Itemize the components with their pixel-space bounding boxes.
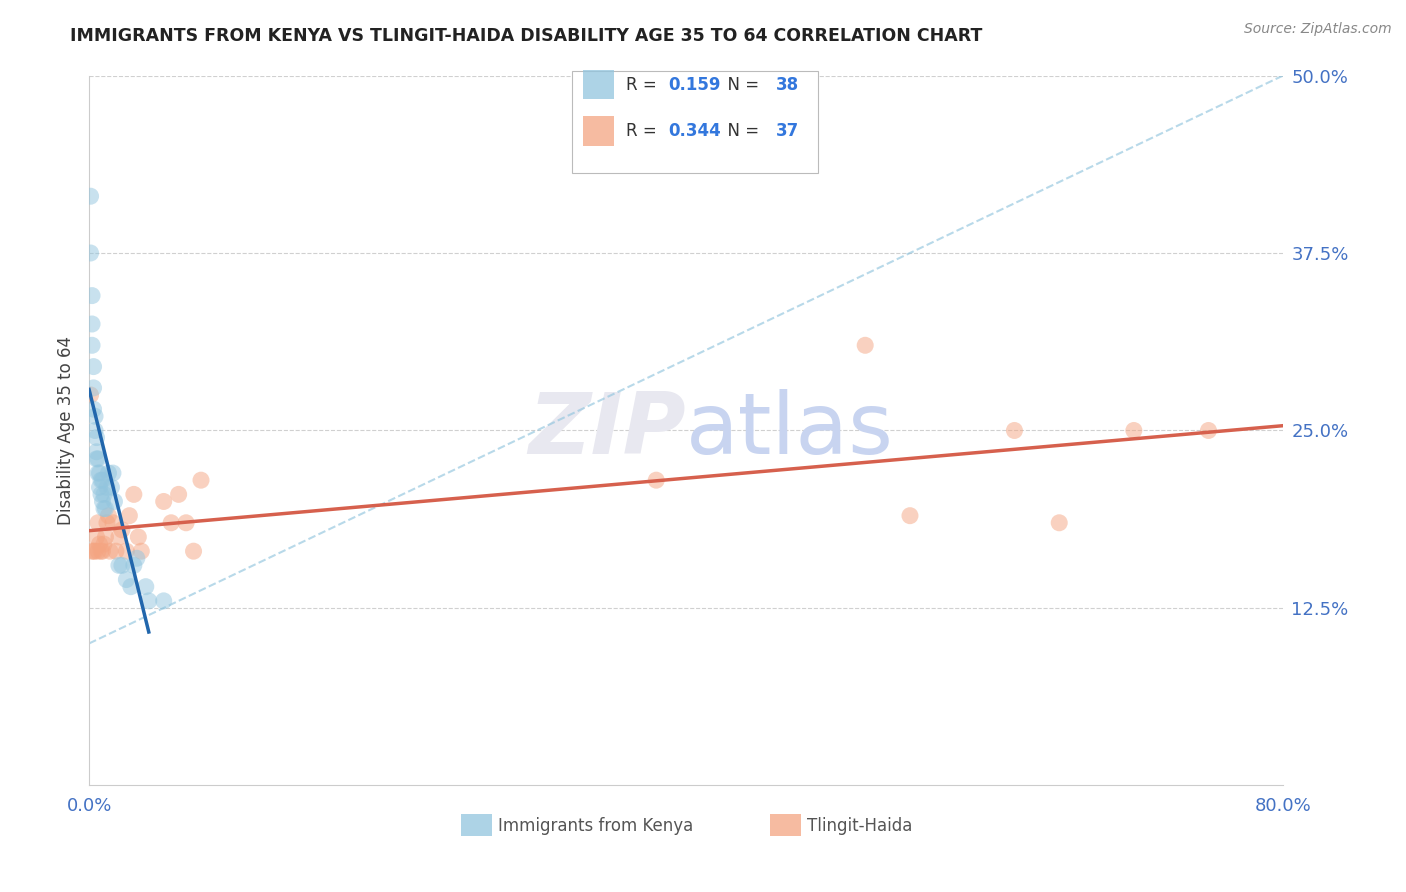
Point [152, 594, 174, 608]
Point [104, 544, 127, 558]
Point [80, 544, 103, 558]
Point [91, 494, 114, 508]
Point [91, 473, 114, 487]
Point [1198, 424, 1220, 438]
Point [898, 508, 921, 523]
Point [96, 480, 118, 494]
Point [87, 516, 110, 530]
Text: 38: 38 [776, 76, 799, 94]
Point [84, 409, 107, 424]
Point [152, 494, 174, 508]
Point [83, 359, 105, 374]
Point [84, 424, 107, 438]
Point [98, 544, 121, 558]
Text: Tlingit-Haida: Tlingit-Haida [807, 816, 912, 835]
Point [80, 317, 103, 331]
Point [86, 431, 108, 445]
Point [183, 544, 205, 558]
Point [90, 487, 112, 501]
Point [79, 189, 101, 203]
Point [131, 544, 153, 558]
Text: N =: N = [717, 76, 765, 94]
Point [125, 551, 148, 566]
Point [101, 466, 124, 480]
Point [1047, 516, 1070, 530]
Point [94, 501, 117, 516]
Point [167, 487, 190, 501]
Point [97, 466, 120, 480]
Point [96, 516, 118, 530]
Text: Source: ZipAtlas.com: Source: ZipAtlas.com [1244, 22, 1392, 37]
Point [89, 466, 111, 480]
Point [103, 494, 125, 508]
Point [174, 516, 197, 530]
Point [190, 473, 212, 487]
Point [87, 544, 110, 558]
Point [89, 480, 111, 494]
Point [83, 381, 105, 395]
Text: ZIP: ZIP [529, 389, 686, 472]
Point [79, 388, 101, 402]
Point [120, 580, 142, 594]
Text: Immigrants from Kenya: Immigrants from Kenya [498, 816, 693, 835]
Point [80, 338, 103, 352]
Point [135, 580, 157, 594]
Text: N =: N = [717, 122, 765, 140]
Text: 37: 37 [776, 122, 800, 140]
Text: atlas: atlas [686, 389, 894, 472]
Point [93, 501, 115, 516]
Point [853, 338, 876, 352]
Point [83, 402, 105, 417]
Text: R =: R = [626, 76, 662, 94]
Point [87, 466, 110, 480]
Point [1122, 424, 1144, 438]
Text: 0.344: 0.344 [668, 122, 721, 140]
Point [111, 558, 134, 573]
Point [1004, 424, 1026, 438]
Point [93, 537, 115, 551]
Point [86, 444, 108, 458]
Point [122, 487, 145, 501]
Point [93, 487, 115, 501]
Point [90, 544, 112, 558]
Point [79, 246, 101, 260]
Point [127, 530, 149, 544]
Point [118, 508, 141, 523]
Point [83, 544, 105, 558]
Point [645, 473, 668, 487]
Point [80, 288, 103, 302]
Point [108, 530, 131, 544]
Text: R =: R = [626, 122, 662, 140]
Point [100, 480, 122, 494]
Point [101, 516, 124, 530]
Text: 0.159: 0.159 [668, 76, 720, 94]
Text: IMMIGRANTS FROM KENYA VS TLINGIT-HAIDA DISABILITY AGE 35 TO 64 CORRELATION CHART: IMMIGRANTS FROM KENYA VS TLINGIT-HAIDA D… [70, 27, 983, 45]
Point [94, 530, 117, 544]
Point [138, 594, 160, 608]
Point [86, 451, 108, 466]
Y-axis label: Disability Age 35 to 64: Disability Age 35 to 64 [58, 336, 75, 525]
Point [122, 558, 145, 573]
Point [86, 530, 108, 544]
Point [108, 558, 131, 573]
Point [84, 544, 107, 558]
Point [87, 451, 110, 466]
Point [91, 544, 114, 558]
Point [115, 573, 138, 587]
Point [115, 544, 138, 558]
Point [111, 523, 134, 537]
Point [97, 508, 120, 523]
Point [89, 537, 111, 551]
Point [90, 473, 112, 487]
Point [160, 516, 183, 530]
